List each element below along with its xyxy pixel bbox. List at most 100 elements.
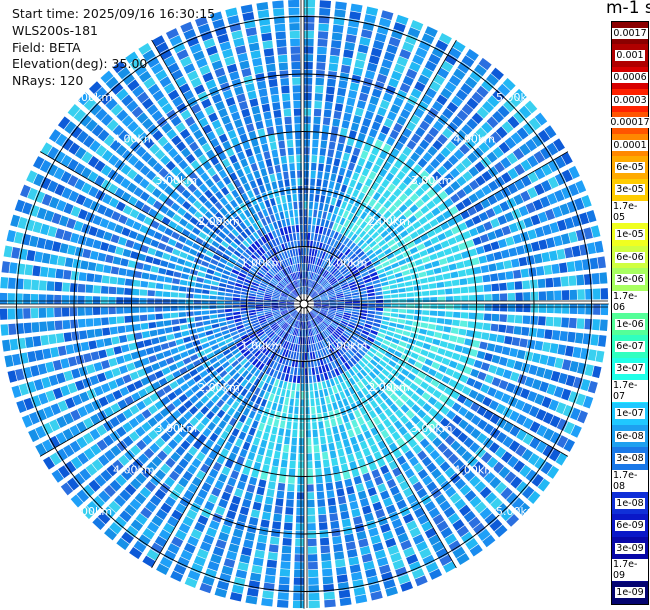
- range-label: 3.00km: [156, 422, 198, 435]
- ray-gate: [328, 265, 334, 272]
- radial-line: [303, 303, 569, 457]
- ray-gate: [360, 465, 369, 475]
- ray-gate: [185, 222, 195, 231]
- ray-gate: [309, 391, 314, 399]
- ray-gate: [114, 187, 125, 199]
- ray-gate: [328, 505, 338, 514]
- ray-gate: [26, 249, 36, 262]
- ray-gate: [236, 455, 245, 465]
- ray-gate: [429, 310, 438, 316]
- ray-gate: [498, 141, 511, 154]
- ray-gate: [283, 324, 290, 331]
- ray-gate: [201, 310, 210, 315]
- ray-gate: [234, 318, 242, 323]
- ray-gate: [343, 237, 350, 246]
- ray-gate: [423, 113, 435, 125]
- ray-gate: [140, 467, 152, 479]
- ray-gate: [397, 373, 406, 382]
- ray-gate: [229, 592, 243, 602]
- ray-gate: [406, 139, 417, 150]
- ray-gate: [274, 289, 282, 294]
- ray-gate: [237, 513, 248, 523]
- ray-gate: [419, 139, 430, 150]
- ray-gate: [280, 310, 288, 315]
- ray-gate: [554, 304, 562, 314]
- ray-gate: [244, 262, 252, 269]
- ray-gate: [597, 256, 606, 269]
- ray-gate: [271, 301, 279, 303]
- ray-gate: [360, 304, 368, 307]
- ray-gate: [311, 344, 315, 352]
- ray-gate: [382, 92, 393, 103]
- ray-gate: [221, 565, 234, 576]
- ray-gate: [139, 314, 148, 322]
- ray-gate: [134, 332, 143, 340]
- ray-gate: [212, 361, 221, 369]
- ray-gate: [497, 214, 508, 226]
- ray-gate: [272, 521, 282, 530]
- ray-gate: [301, 313, 303, 322]
- ray-gate: [163, 55, 176, 67]
- ray-gate: [375, 295, 384, 300]
- ray-gate: [367, 310, 376, 315]
- ray-gate: [264, 311, 272, 315]
- ray-gate: [287, 317, 293, 324]
- ray-gate: [321, 381, 327, 389]
- ray-gate: [312, 241, 317, 249]
- ray-gate: [402, 330, 411, 337]
- ray-gate: [411, 273, 420, 280]
- ray-gate: [274, 378, 280, 387]
- ray-gate: [476, 350, 486, 360]
- ray-gate: [259, 285, 267, 290]
- ray-gate: [289, 249, 294, 257]
- ray-gate: [222, 348, 231, 356]
- ray-gate: [101, 317, 109, 326]
- ray-gate: [238, 431, 247, 441]
- ray-gate: [365, 393, 374, 402]
- ray-gate: [460, 286, 469, 294]
- ray-gate: [241, 369, 249, 378]
- ray-gate: [196, 364, 205, 373]
- ray-gate: [496, 431, 508, 444]
- ray-gate: [194, 311, 202, 316]
- ray-gate: [118, 454, 130, 466]
- ray-gate: [219, 278, 228, 284]
- ray-gate: [191, 458, 202, 469]
- ray-gate: [469, 227, 479, 237]
- ray-gate: [245, 237, 253, 245]
- ray-gate: [334, 271, 341, 278]
- ray-gate: [241, 288, 250, 293]
- ray-gate: [417, 371, 427, 380]
- ray-gate: [492, 89, 505, 102]
- ray-gate: [238, 272, 247, 278]
- ray-gate: [197, 332, 206, 339]
- ray-gate: [412, 321, 421, 327]
- ray-gate: [240, 231, 248, 239]
- ray-gate: [308, 569, 319, 578]
- ray-gate: [233, 250, 242, 258]
- ray-gate: [351, 366, 359, 374]
- ray-gate: [56, 372, 66, 384]
- ray-gate: [91, 459, 104, 472]
- ray-gate: [271, 239, 277, 247]
- ray-gate: [272, 102, 281, 111]
- ray-gate: [62, 444, 75, 457]
- ray-gate: [216, 221, 225, 230]
- ray-gate: [165, 28, 179, 40]
- ray-gate: [479, 341, 488, 350]
- ray-gate: [248, 410, 256, 419]
- ray-gate: [345, 541, 356, 551]
- ray-gate: [178, 393, 188, 403]
- ray-gate: [218, 498, 229, 509]
- ray-gate: [48, 435, 61, 449]
- ray-gate: [293, 289, 299, 296]
- ray-gate: [484, 294, 492, 302]
- ray-gate: [192, 50, 205, 62]
- ray-gate: [284, 179, 290, 187]
- ray-gate: [336, 295, 344, 299]
- ray-gate: [505, 325, 514, 334]
- ray-gate: [233, 118, 243, 129]
- ray-gate: [304, 178, 309, 186]
- ray-gate: [424, 358, 434, 367]
- ray-gate: [569, 304, 578, 315]
